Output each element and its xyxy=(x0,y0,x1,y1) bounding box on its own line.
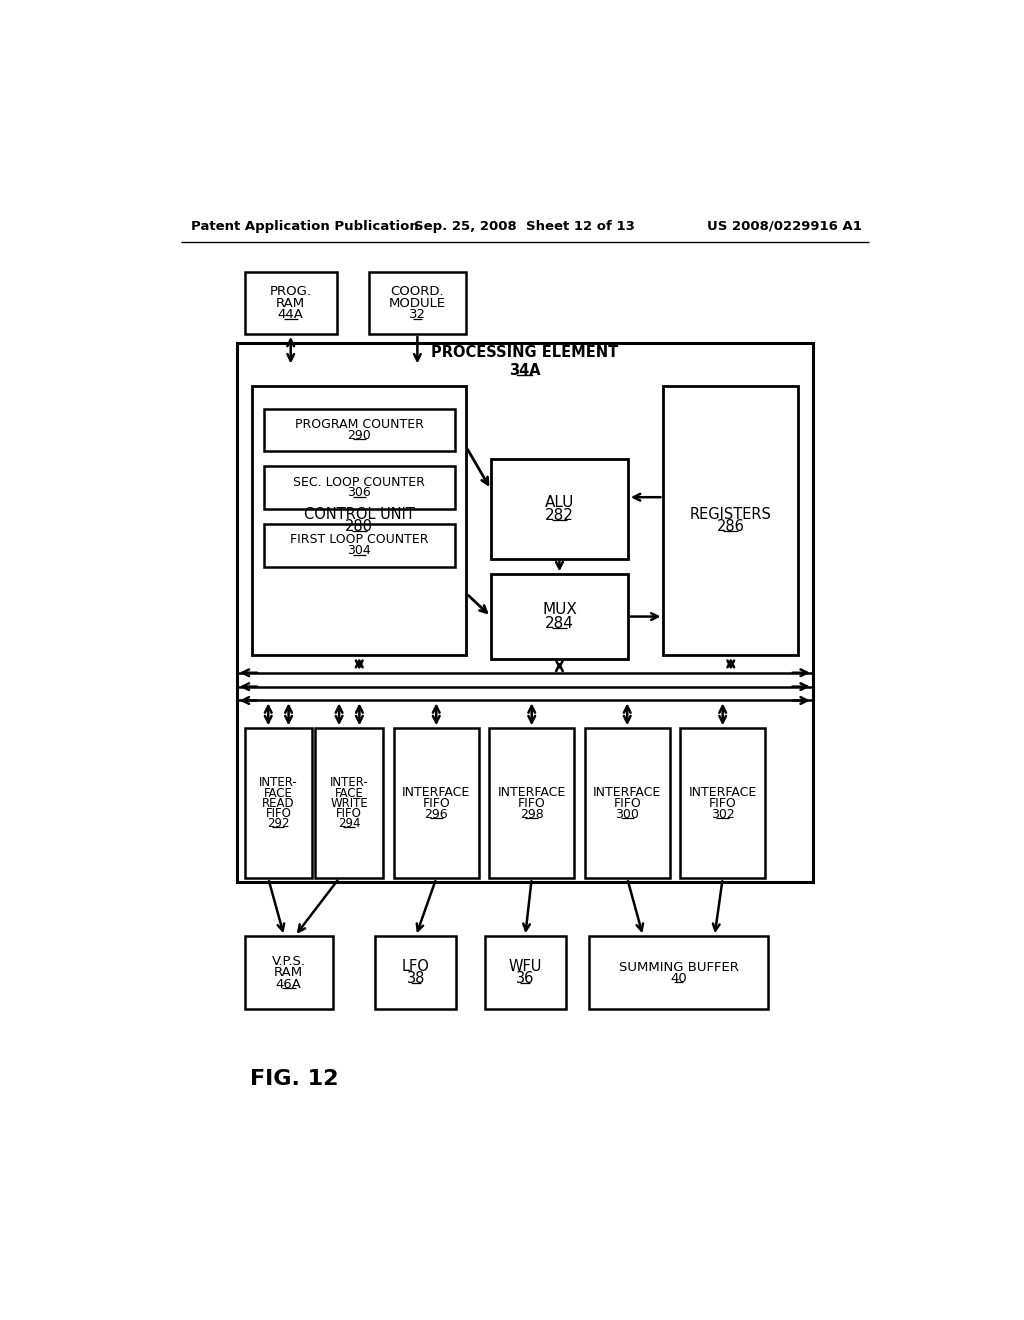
Bar xyxy=(680,729,765,878)
Text: FIG. 12: FIG. 12 xyxy=(250,1069,338,1089)
Text: 306: 306 xyxy=(347,487,371,499)
Text: 32: 32 xyxy=(409,308,426,321)
Bar xyxy=(245,729,312,878)
Text: 44A: 44A xyxy=(278,308,304,321)
Text: V.P.S.: V.P.S. xyxy=(271,954,306,968)
Text: INTERFACE: INTERFACE xyxy=(498,785,566,799)
Text: FIFO: FIFO xyxy=(518,797,546,809)
Bar xyxy=(489,729,574,878)
Bar xyxy=(264,466,455,508)
Bar xyxy=(664,385,798,655)
Bar xyxy=(237,343,813,882)
Bar xyxy=(590,936,768,1010)
Text: FIFO: FIFO xyxy=(709,797,736,809)
Text: 280: 280 xyxy=(345,519,374,535)
Bar xyxy=(264,409,455,451)
Text: FIRST LOOP COUNTER: FIRST LOOP COUNTER xyxy=(290,533,428,546)
Text: INTERFACE: INTERFACE xyxy=(593,785,662,799)
Text: FIFO: FIFO xyxy=(422,797,451,809)
Bar xyxy=(585,729,670,878)
Text: RAM: RAM xyxy=(276,297,305,310)
Text: Sep. 25, 2008  Sheet 12 of 13: Sep. 25, 2008 Sheet 12 of 13 xyxy=(415,219,635,232)
Text: FACE: FACE xyxy=(335,787,364,800)
Text: 38: 38 xyxy=(407,972,425,986)
Text: 40: 40 xyxy=(671,972,687,985)
Text: 290: 290 xyxy=(347,429,371,442)
Text: COORD.: COORD. xyxy=(390,285,444,298)
Text: 296: 296 xyxy=(424,808,449,821)
Bar xyxy=(394,729,478,878)
Text: INTER-: INTER- xyxy=(259,776,298,789)
Text: 304: 304 xyxy=(347,544,371,557)
Bar xyxy=(490,459,628,558)
Text: 286: 286 xyxy=(717,519,744,535)
Text: FIFO: FIFO xyxy=(613,797,641,809)
Text: MODULE: MODULE xyxy=(389,297,445,310)
Text: CONTROL UNIT: CONTROL UNIT xyxy=(304,507,415,521)
Bar xyxy=(484,936,565,1010)
Text: FIFO: FIFO xyxy=(336,807,362,820)
Text: 292: 292 xyxy=(267,817,290,830)
Bar xyxy=(315,729,383,878)
Text: WRITE: WRITE xyxy=(331,797,368,809)
Text: 298: 298 xyxy=(520,808,544,821)
Text: SUMMING BUFFER: SUMMING BUFFER xyxy=(618,961,738,974)
Text: REGISTERS: REGISTERS xyxy=(690,507,772,521)
Text: WFU: WFU xyxy=(509,958,542,974)
Text: PROGRAM COUNTER: PROGRAM COUNTER xyxy=(295,418,424,430)
Text: 302: 302 xyxy=(711,808,734,821)
Bar xyxy=(376,936,457,1010)
Text: LFO: LFO xyxy=(401,958,430,974)
Text: 36: 36 xyxy=(516,972,535,986)
Text: 300: 300 xyxy=(615,808,639,821)
Text: INTERFACE: INTERFACE xyxy=(402,785,470,799)
Text: 294: 294 xyxy=(338,817,360,830)
Text: MUX: MUX xyxy=(542,602,577,618)
Bar xyxy=(245,272,337,334)
Text: ALU: ALU xyxy=(545,495,574,510)
Text: 284: 284 xyxy=(545,615,573,631)
Text: FIFO: FIFO xyxy=(265,807,292,820)
Text: PROG.: PROG. xyxy=(269,285,311,298)
Text: 34A: 34A xyxy=(509,363,541,379)
Bar xyxy=(252,385,466,655)
Bar xyxy=(245,936,333,1010)
Text: SEC. LOOP COUNTER: SEC. LOOP COUNTER xyxy=(293,475,425,488)
Bar xyxy=(264,524,455,566)
Bar xyxy=(490,574,628,659)
Text: US 2008/0229916 A1: US 2008/0229916 A1 xyxy=(708,219,862,232)
Text: READ: READ xyxy=(262,797,295,809)
Text: PROCESSING ELEMENT: PROCESSING ELEMENT xyxy=(431,345,618,360)
Bar xyxy=(370,272,466,334)
Text: RAM: RAM xyxy=(274,966,303,979)
Text: Patent Application Publication: Patent Application Publication xyxy=(190,219,419,232)
Text: INTER-: INTER- xyxy=(330,776,369,789)
Text: INTERFACE: INTERFACE xyxy=(688,785,757,799)
Text: 282: 282 xyxy=(545,508,573,523)
Text: 46A: 46A xyxy=(275,978,302,990)
Text: FACE: FACE xyxy=(264,787,293,800)
